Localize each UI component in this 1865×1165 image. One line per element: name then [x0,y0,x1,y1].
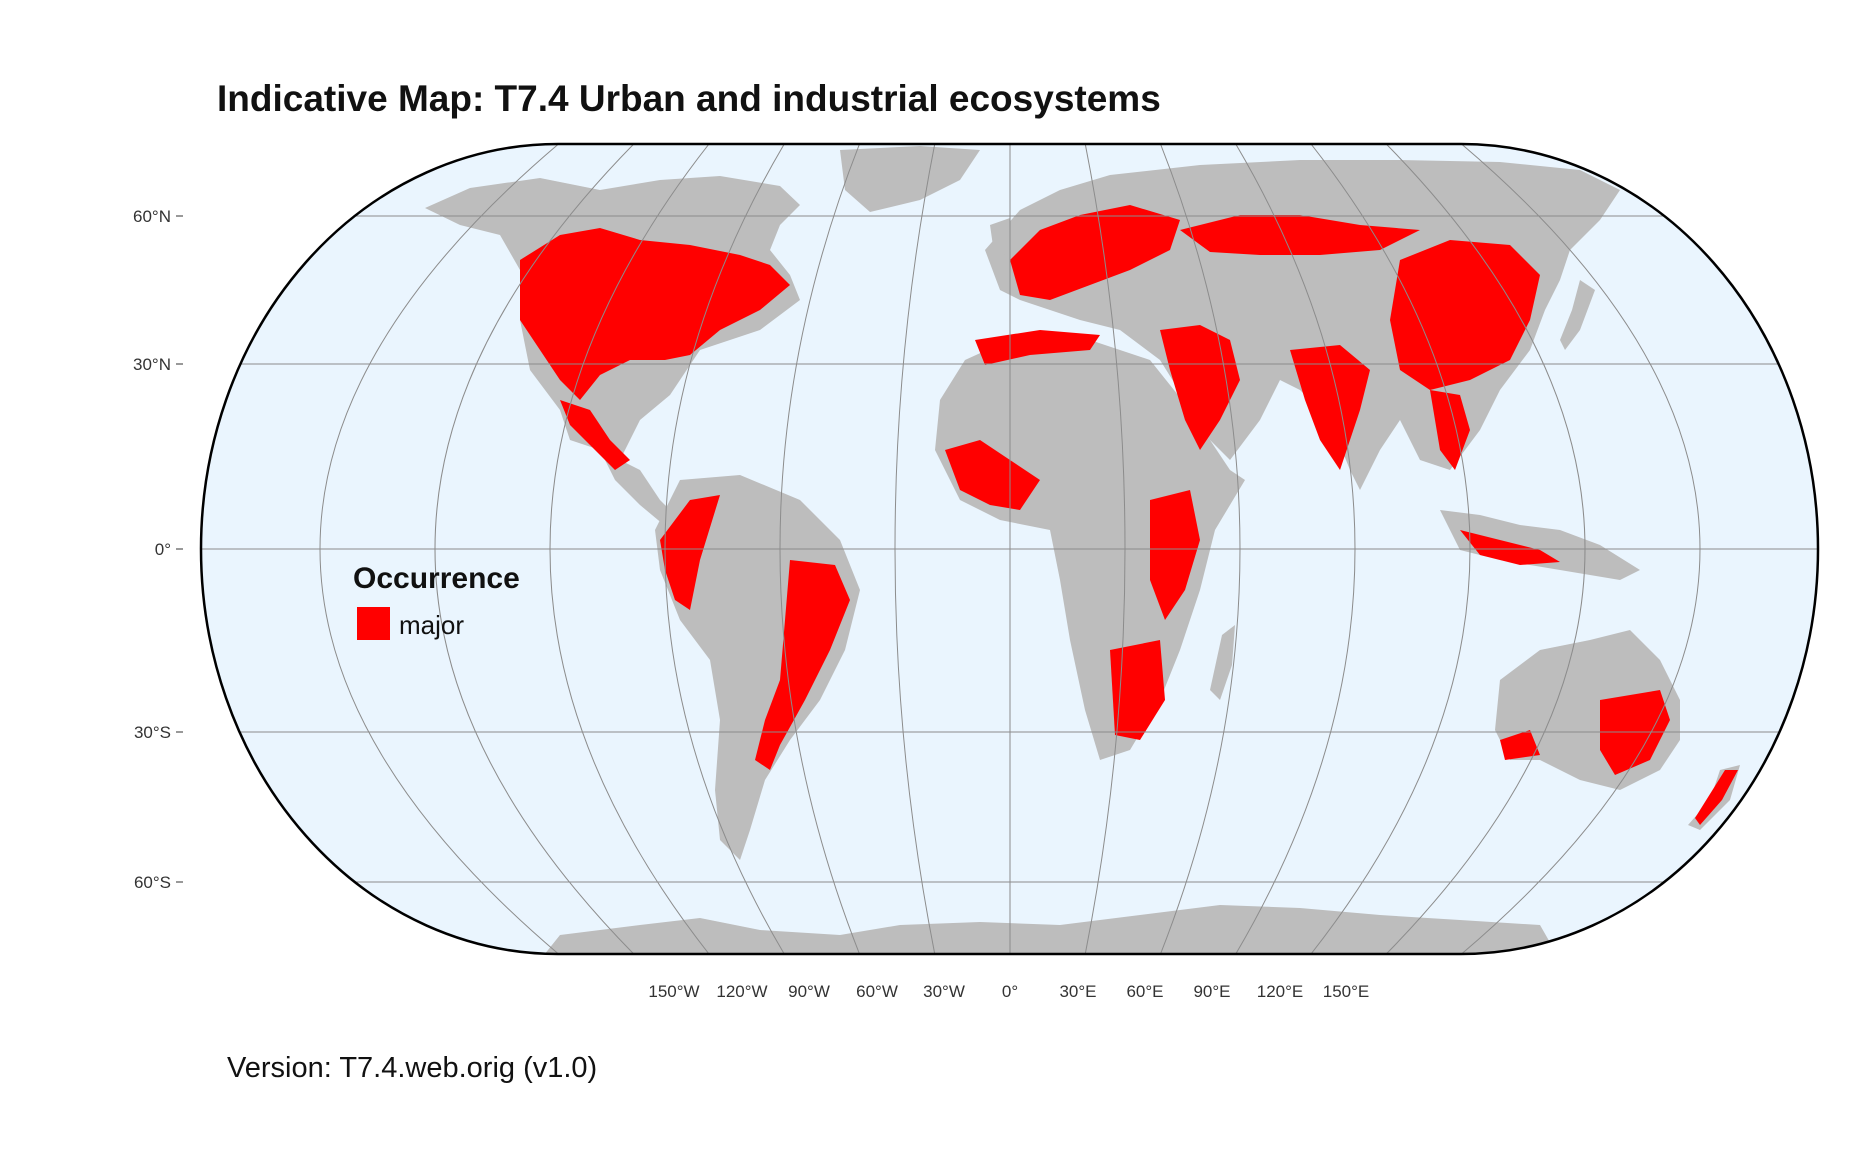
lon-label: 120°E [1257,982,1304,1001]
occurrence-russia [1180,215,1420,255]
lon-label: 150°W [648,982,699,1001]
land-africa [935,335,1245,760]
graticule [201,144,1818,954]
latitude-axis: 60°N 30°N 0° 30°S 60°S [133,207,183,892]
graticule-meridian [434,144,635,954]
graticule-meridian [779,144,860,954]
occurrence-indonesia [1460,530,1560,565]
land-madagascar [1210,625,1235,700]
occurrence-south-america-east [755,560,850,770]
occurrence-india [1290,345,1370,470]
lat-label: 30°S [134,723,171,742]
map-title: Indicative Map: T7.4 Urban and industria… [217,78,1161,119]
land-central-america [600,450,680,530]
graticule-meridian [549,144,710,954]
graticule-meridian [1084,144,1126,954]
version-text: Version: T7.4.web.orig (v1.0) [227,1052,598,1084]
occurrence-europe [1010,205,1180,300]
longitude-axis: 150°W 120°W 90°W 60°W 30°W 0° 30°E 60°E … [648,982,1369,1001]
legend: Occurrence major [353,562,520,640]
land-se-asia-islands [1440,510,1640,580]
lon-label: 90°E [1193,982,1230,1001]
graticule-meridian [1160,144,1241,954]
graticule-meridian [319,144,559,954]
occurrence-north-america [520,228,790,400]
occurrence-major-areas [520,205,1738,825]
lon-label: 0° [1002,982,1018,1001]
occurrence-africa-north [975,330,1100,365]
graticule-meridian [1235,144,1356,954]
graticule-meridian [894,144,936,954]
lon-label: 30°W [923,982,965,1001]
land-greenland [840,146,980,212]
occurrence-australia-west [1500,730,1540,760]
land-japan [1560,280,1595,350]
lon-label: 150°E [1323,982,1370,1001]
lat-label: 60°N [133,207,171,226]
land-antarctica [540,905,1560,954]
graticule-meridian [1385,144,1586,954]
lon-label: 30°E [1059,982,1096,1001]
lon-label: 90°W [788,982,830,1001]
occurrence-new-zealand [1695,770,1738,825]
legend-label-major: major [399,610,464,640]
legend-swatch-major [357,607,390,640]
occurrence-mexico [560,400,630,470]
occurrence-china [1390,240,1540,390]
lon-label: 60°E [1126,982,1163,1001]
land-uk [990,218,1012,260]
lon-label: 60°W [856,982,898,1001]
legend-title: Occurrence [353,562,520,595]
occurrence-middle-east [1160,325,1240,450]
occurrence-south-america-west [660,495,720,610]
lat-label: 60°S [134,873,171,892]
lat-label: 30°N [133,355,171,374]
occurrence-africa-east [1150,490,1200,620]
occurrence-africa-south [1110,640,1165,740]
graticule-meridian [1461,144,1701,954]
graticule-meridian [1310,144,1471,954]
lat-label: 0° [155,540,171,559]
map-border [199,142,1820,956]
occurrence-africa-west [945,440,1040,510]
lon-label: 120°W [716,982,767,1001]
graticule-meridian [664,144,785,954]
